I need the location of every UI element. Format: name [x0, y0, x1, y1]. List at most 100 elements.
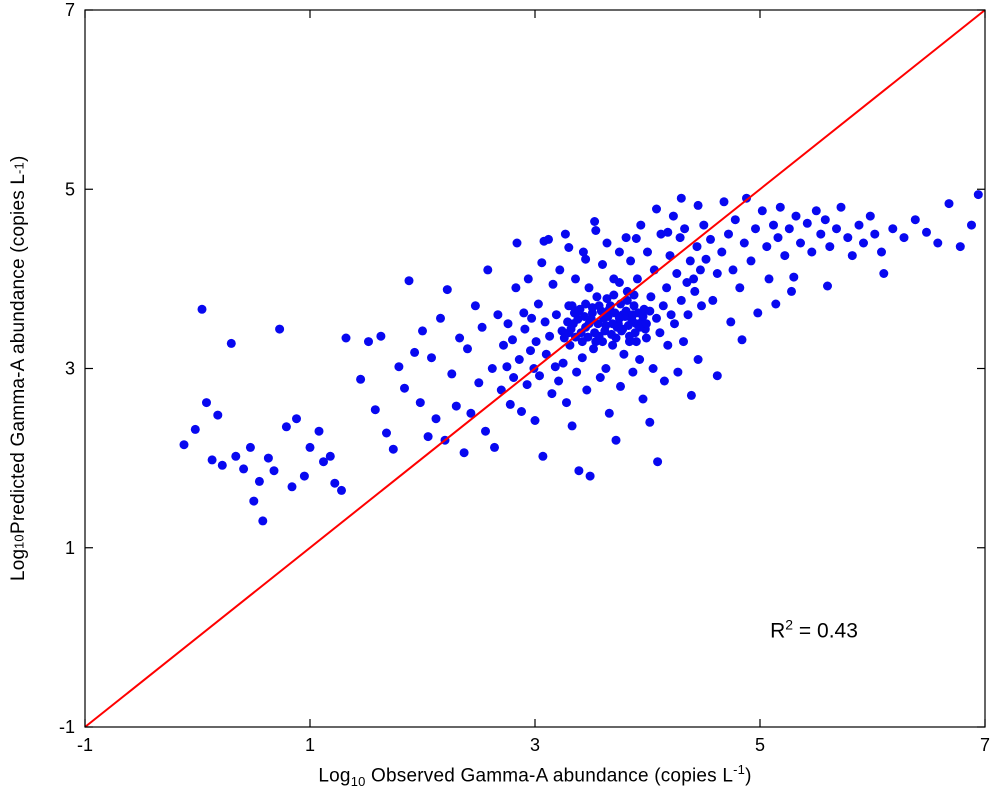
data-point: [545, 331, 555, 341]
data-point: [577, 337, 587, 347]
data-point: [512, 238, 522, 248]
data-point: [555, 265, 565, 275]
data-point: [802, 218, 812, 228]
data-point: [511, 283, 521, 293]
data-point: [784, 224, 794, 234]
data-point: [466, 408, 476, 418]
data-point: [668, 211, 678, 221]
data-point: [635, 322, 645, 332]
data-point: [539, 236, 549, 246]
data-point: [635, 355, 645, 364]
data-point: [533, 299, 543, 309]
data-point: [820, 215, 830, 225]
data-point: [899, 233, 909, 243]
data-point: [870, 229, 880, 239]
data-point: [470, 301, 480, 311]
data-point: [330, 478, 340, 488]
data-point: [922, 227, 931, 237]
data-point: [689, 274, 699, 284]
data-point: [418, 326, 427, 336]
data-point: [520, 324, 530, 334]
data-point: [526, 346, 535, 356]
data-point: [563, 317, 573, 327]
data-point: [652, 313, 661, 323]
data-point: [581, 254, 591, 264]
data-point: [737, 335, 747, 345]
y-label-text-main: Predicted Gamma-A abundance (copies L: [8, 174, 29, 535]
data-point: [263, 453, 273, 463]
data-point: [503, 319, 513, 329]
x-label-superscript: -1: [733, 762, 746, 777]
data-point: [701, 254, 711, 264]
data-point: [614, 313, 624, 323]
data-point: [658, 301, 668, 311]
data-point: [598, 337, 607, 347]
data-point: [574, 306, 584, 316]
data-point: [562, 398, 571, 408]
data-point: [325, 451, 335, 461]
x-tick-label: -1: [77, 735, 93, 755]
data-point: [608, 319, 618, 329]
data-point: [645, 417, 655, 427]
data-point: [404, 276, 414, 286]
data-point: [382, 428, 391, 438]
data-point: [682, 278, 692, 287]
data-point: [522, 380, 532, 390]
data-point: [614, 247, 624, 257]
data-point: [629, 301, 639, 311]
data-point: [967, 220, 976, 230]
y-label-text: Log: [8, 549, 29, 582]
data-point: [179, 440, 189, 450]
data-point: [584, 283, 594, 293]
axis-ticks: [84, 9, 986, 728]
data-point: [771, 299, 781, 309]
data-point: [319, 457, 328, 467]
data-point: [643, 247, 652, 257]
tick-labels: -1 1 3 5 7 -1 1 3 5 7: [59, 0, 990, 755]
data-point: [888, 224, 898, 234]
data-point: [226, 338, 236, 348]
data-point: [693, 355, 703, 364]
data-point: [593, 319, 603, 329]
data-point: [436, 313, 445, 323]
data-point: [685, 256, 695, 266]
data-point: [742, 193, 751, 203]
data-point: [659, 376, 669, 386]
data-point: [554, 376, 564, 386]
data-point: [447, 369, 457, 379]
data-point: [611, 333, 621, 343]
data-point: [245, 442, 255, 452]
data-point: [636, 220, 646, 230]
data-point: [474, 378, 484, 388]
r-squared-base: R: [770, 619, 786, 643]
data-point: [973, 190, 983, 200]
data-point: [567, 301, 577, 311]
data-point: [780, 251, 790, 261]
data-point: [217, 460, 227, 470]
data-point: [739, 238, 749, 248]
data-point: [269, 466, 279, 476]
data-point: [364, 337, 373, 347]
data-point: [190, 424, 200, 434]
data-point: [787, 286, 796, 296]
data-point: [773, 233, 783, 243]
data-point: [679, 337, 688, 347]
data-point: [726, 317, 736, 327]
data-point: [584, 319, 594, 329]
data-points: [179, 190, 983, 526]
data-point: [673, 367, 683, 377]
data-point: [631, 337, 641, 347]
x-label-subscript: 10: [350, 774, 366, 790]
data-point: [764, 274, 774, 284]
data-point: [490, 442, 499, 452]
data-point: [415, 398, 425, 408]
data-point: [602, 294, 612, 304]
data-point: [535, 371, 544, 381]
data-point: [676, 193, 686, 203]
data-point: [719, 197, 729, 207]
data-point: [708, 295, 718, 305]
data-point: [601, 364, 611, 373]
data-point: [789, 272, 799, 282]
data-point: [706, 234, 715, 244]
data-point: [717, 247, 727, 257]
